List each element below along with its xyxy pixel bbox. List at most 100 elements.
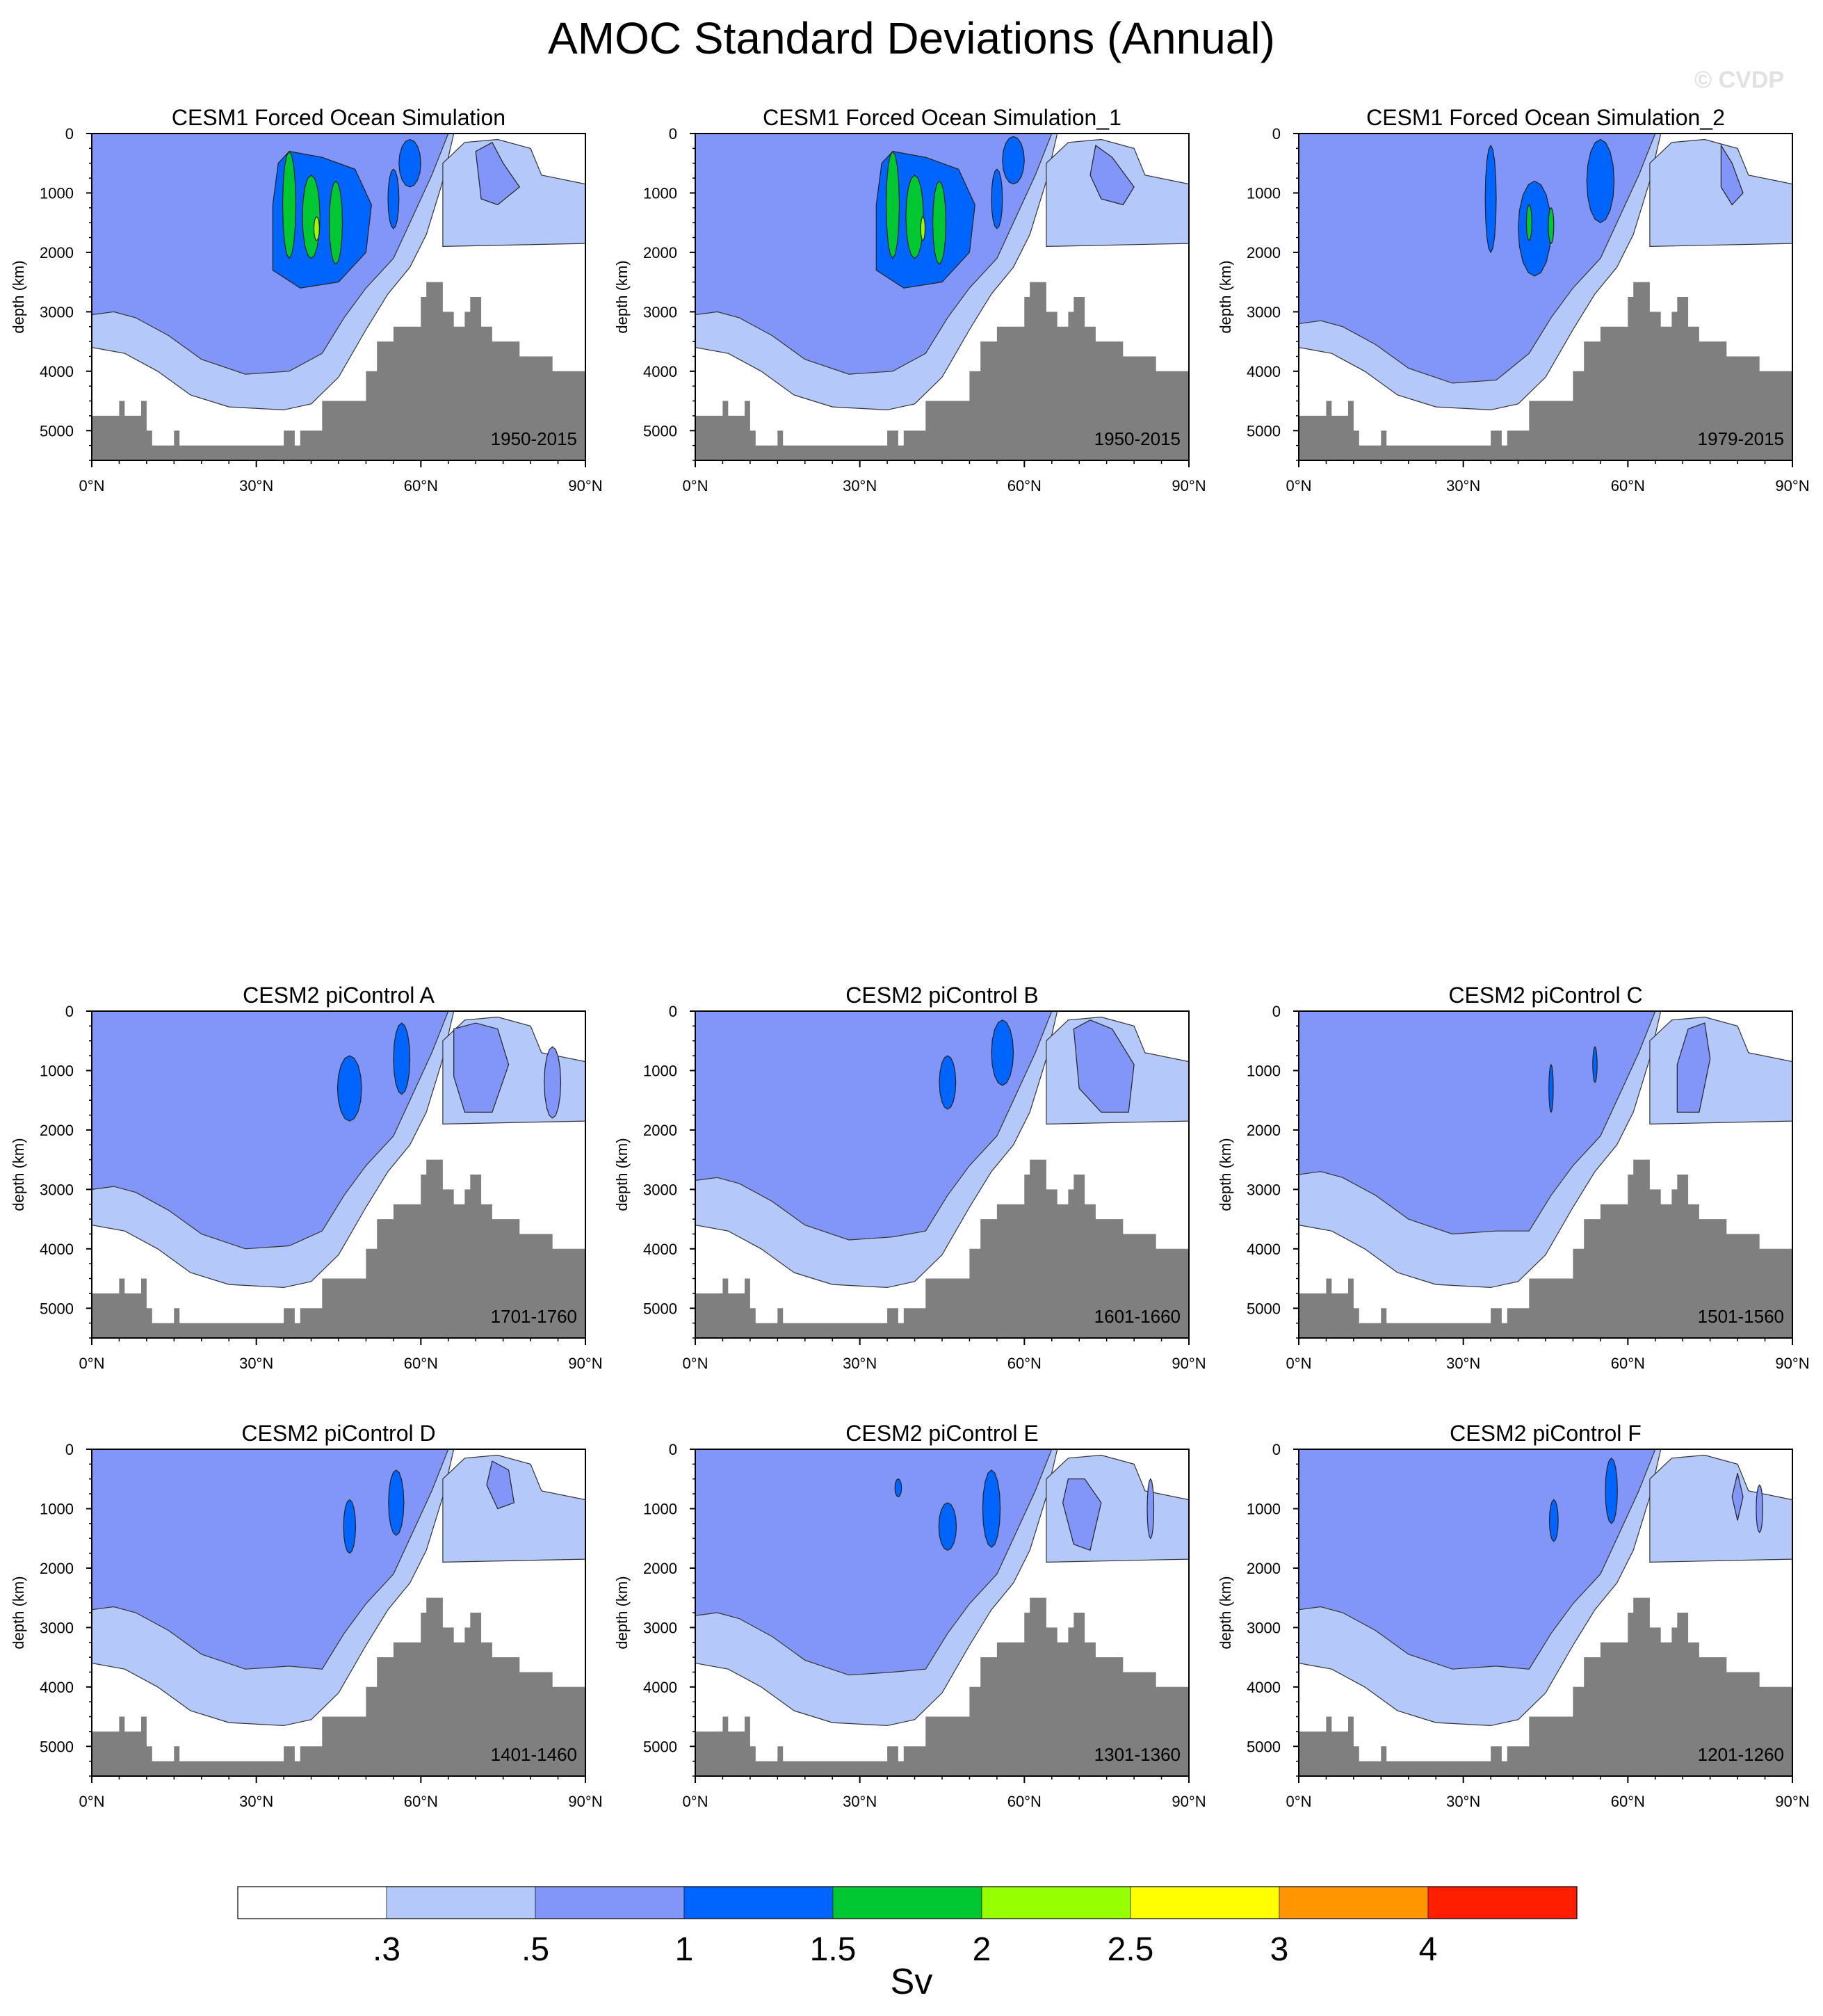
x-tick-label: 60°N <box>1007 477 1042 494</box>
x-tick-label: 60°N <box>1007 1793 1042 1810</box>
contour-region <box>894 1478 902 1498</box>
y-tick-label: 4000 <box>1247 363 1281 380</box>
y-tick-label: 1000 <box>1247 1062 1281 1079</box>
y-axis-label: depth (km) <box>1217 1576 1234 1649</box>
y-tick-label: 5000 <box>643 1738 677 1755</box>
y-tick-label: 3000 <box>643 1619 677 1636</box>
y-tick-label: 2000 <box>40 1560 74 1577</box>
x-tick-label: 60°N <box>1611 1355 1645 1372</box>
contour-region <box>938 1502 957 1551</box>
x-tick-label: 60°N <box>1007 1355 1042 1372</box>
colorbar-unit-label: Sv <box>890 1962 933 2002</box>
contour-region <box>387 168 400 229</box>
y-tick-label: 2000 <box>643 1560 677 1577</box>
y-tick-label: 4000 <box>643 363 677 380</box>
contour-region <box>1676 1022 1711 1113</box>
x-tick-label: 90°N <box>1775 1793 1809 1810</box>
contour-region <box>1592 1046 1598 1083</box>
y-axis-label: depth (km) <box>613 1138 631 1211</box>
x-tick-label: 30°N <box>239 1355 273 1372</box>
y-tick-label: 0 <box>669 125 677 143</box>
y-tick-label: 3000 <box>40 303 74 321</box>
contour-region <box>1298 1010 1656 1235</box>
y-axis-label: depth (km) <box>613 260 631 333</box>
period-label: 1201-1260 <box>1698 1744 1784 1765</box>
contour-region <box>453 1022 510 1113</box>
contour-region <box>442 1454 586 1563</box>
bathymetry-mask <box>695 1597 1189 1776</box>
bathymetry-mask <box>92 282 585 460</box>
contour-region <box>1089 145 1135 206</box>
y-tick-label: 3000 <box>1247 1619 1281 1636</box>
y-tick-label: 0 <box>1272 1003 1281 1020</box>
y-tick-label: 3000 <box>643 303 677 321</box>
bathymetry-mask <box>92 1159 585 1338</box>
x-tick-label: 90°N <box>1172 477 1206 494</box>
colorbar-label: 2 <box>973 1931 991 1968</box>
x-tick-label: 60°N <box>404 1793 438 1810</box>
contour-region <box>1484 144 1497 254</box>
y-tick-label: 4000 <box>1247 1679 1281 1696</box>
y-axis-label: depth (km) <box>1217 1138 1234 1211</box>
contour-region <box>1731 1473 1744 1521</box>
y-tick-label: 0 <box>669 1003 677 1020</box>
colorbar-label: 4 <box>1419 1931 1438 1968</box>
panel-title: CESM2 piControl B <box>845 983 1038 1008</box>
bathymetry-mask <box>1299 1159 1792 1338</box>
y-tick-label: 3000 <box>1247 1181 1281 1198</box>
contour-region <box>991 168 1003 229</box>
y-tick-label: 5000 <box>1247 1738 1281 1755</box>
colorbar-label: 3 <box>1270 1931 1289 1968</box>
y-tick-label: 4000 <box>40 363 74 380</box>
x-tick-label: 60°N <box>404 1355 438 1372</box>
period-label: 1950-2015 <box>1094 428 1181 449</box>
x-tick-label: 0°N <box>79 477 105 494</box>
colorbar-label: 2.5 <box>1108 1931 1154 1968</box>
contour-region <box>398 138 421 188</box>
contour-region <box>695 1449 1053 1676</box>
y-tick-label: 2000 <box>1247 1560 1281 1577</box>
contour-region <box>1062 1478 1102 1551</box>
y-tick-label: 5000 <box>40 422 74 440</box>
y-tick-label: 1000 <box>643 184 677 202</box>
contour-region <box>1298 1449 1656 1670</box>
x-tick-label: 0°N <box>1286 1355 1312 1372</box>
y-tick-label: 4000 <box>1247 1241 1281 1258</box>
contour-region <box>272 150 372 289</box>
panel-title: CESM1 Forced Ocean Simulation_2 <box>1366 105 1725 130</box>
contour-region <box>544 1046 562 1119</box>
contour-region <box>1548 1499 1559 1542</box>
contour-region <box>1649 138 1793 248</box>
x-tick-label: 30°N <box>1446 1355 1480 1372</box>
panel: 0 1000 2000 3000 4000 5000 0°N 30°N 60°N 90°N dept… <box>613 1421 1206 1810</box>
bathymetry-mask <box>1299 282 1792 460</box>
bathymetry-mask <box>1299 1597 1792 1776</box>
y-tick-label: 0 <box>1272 1441 1281 1458</box>
y-tick-label: 4000 <box>40 1679 74 1696</box>
y-tick-label: 5000 <box>1247 422 1281 440</box>
y-tick-label: 2000 <box>1247 244 1281 261</box>
colorbar-swatch <box>1130 1886 1280 1919</box>
x-tick-label: 0°N <box>79 1355 105 1372</box>
x-tick-label: 90°N <box>1775 1355 1809 1372</box>
panel: 0 1000 2000 3000 4000 5000 0°N 30°N 60°N 90°N dept… <box>10 983 603 1372</box>
colorbar-swatch <box>1427 1886 1578 1919</box>
x-tick-label: 0°N <box>79 1793 105 1810</box>
x-tick-label: 90°N <box>568 1355 602 1372</box>
contour-region <box>920 216 926 241</box>
colorbar-swatch <box>386 1886 536 1919</box>
y-tick-label: 1000 <box>40 1062 74 1079</box>
x-tick-label: 60°N <box>1611 477 1645 494</box>
period-label: 1950-2015 <box>491 428 577 449</box>
x-tick-label: 0°N <box>683 1793 708 1810</box>
contour-region <box>1525 204 1532 241</box>
x-tick-label: 30°N <box>843 1793 877 1810</box>
colorbar-frame <box>237 1886 1578 1919</box>
y-tick-label: 1000 <box>40 184 74 202</box>
x-tick-label: 0°N <box>1286 1793 1312 1810</box>
figure-title: AMOC Standard Deviations (Annual) <box>548 13 1275 63</box>
x-tick-label: 30°N <box>239 477 273 494</box>
y-tick-label: 3000 <box>40 1619 74 1636</box>
colorbar: .3 .5 1 1.5 2 2.5 3 4 <box>237 1886 1578 1968</box>
